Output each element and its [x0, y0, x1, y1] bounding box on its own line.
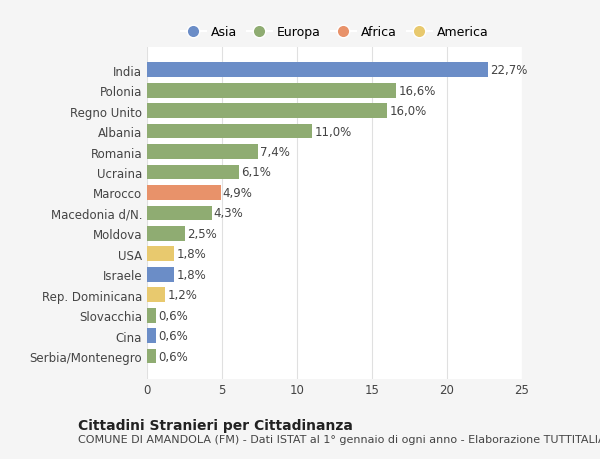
- Text: 16,0%: 16,0%: [389, 105, 427, 118]
- Legend: Asia, Europa, Africa, America: Asia, Europa, Africa, America: [176, 22, 493, 45]
- Bar: [147, 145, 258, 160]
- Text: 1,8%: 1,8%: [176, 248, 206, 261]
- Bar: [147, 267, 174, 282]
- Bar: [147, 349, 156, 364]
- Text: 0,6%: 0,6%: [158, 309, 188, 322]
- Text: 4,3%: 4,3%: [214, 207, 244, 220]
- Bar: [147, 186, 221, 201]
- Text: 1,2%: 1,2%: [167, 289, 197, 302]
- Text: 1,8%: 1,8%: [176, 268, 206, 281]
- Text: 0,6%: 0,6%: [158, 350, 188, 363]
- Text: 7,4%: 7,4%: [260, 146, 290, 159]
- Text: 11,0%: 11,0%: [314, 125, 352, 138]
- Bar: [147, 63, 487, 78]
- Bar: [147, 329, 156, 343]
- Bar: [147, 124, 312, 139]
- Bar: [147, 226, 185, 241]
- Bar: [147, 247, 174, 262]
- Bar: [147, 84, 396, 98]
- Text: 4,9%: 4,9%: [223, 186, 253, 200]
- Bar: [147, 308, 156, 323]
- Bar: [147, 165, 239, 180]
- Text: 6,1%: 6,1%: [241, 166, 271, 179]
- Text: 0,6%: 0,6%: [158, 330, 188, 342]
- Text: COMUNE DI AMANDOLA (FM) - Dati ISTAT al 1° gennaio di ogni anno - Elaborazione T: COMUNE DI AMANDOLA (FM) - Dati ISTAT al …: [78, 434, 600, 444]
- Text: 22,7%: 22,7%: [490, 64, 527, 77]
- Bar: [147, 104, 387, 119]
- Text: 2,5%: 2,5%: [187, 227, 217, 241]
- Bar: [147, 206, 212, 221]
- Text: 16,6%: 16,6%: [398, 84, 436, 97]
- Text: Cittadini Stranieri per Cittadinanza: Cittadini Stranieri per Cittadinanza: [78, 418, 353, 431]
- Bar: [147, 288, 165, 302]
